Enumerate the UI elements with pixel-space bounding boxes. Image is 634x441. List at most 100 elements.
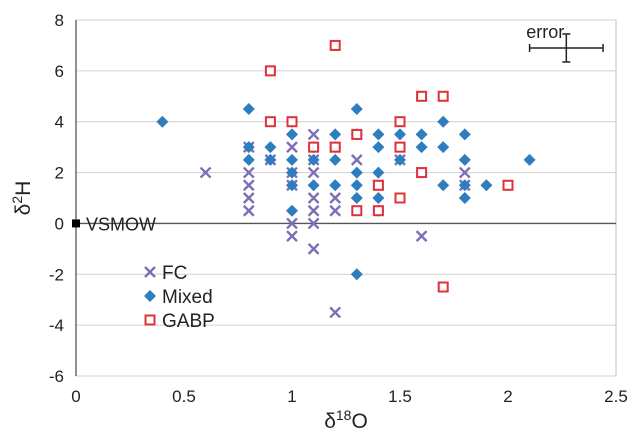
fc-point [329, 204, 342, 217]
gabp-point [264, 65, 276, 77]
y-tick-label: -6 [49, 367, 64, 386]
fc-point [307, 243, 320, 255]
mixed-point [307, 153, 320, 166]
mixed-point [156, 115, 169, 128]
x-tick-label: 2.5 [604, 387, 628, 406]
fc-point [242, 179, 255, 192]
y-tick-label: 0 [55, 214, 64, 233]
mixed-point [307, 179, 320, 192]
gabp-point [502, 179, 514, 191]
gabp-point [372, 179, 384, 191]
gabp-point [416, 167, 428, 179]
y-tick-label: -2 [49, 265, 64, 284]
gabp-point [351, 205, 363, 217]
gabp-point [394, 116, 406, 128]
mixed-point [286, 153, 298, 166]
mixed-point [415, 141, 428, 154]
mixed-point [242, 103, 255, 115]
x-axis-ticks: 0 0.5 1 1.5 2 2.5 [71, 387, 628, 406]
mixed-point [329, 179, 342, 192]
mixed-point [242, 141, 255, 154]
gabp-point [437, 90, 449, 102]
mixed-point [458, 128, 471, 141]
x-tick-label: 1.5 [388, 387, 412, 406]
mixed-point [372, 192, 385, 204]
mixed-point [394, 128, 406, 141]
y-axis-title: δ2H [9, 181, 35, 216]
mixed-point [372, 166, 385, 179]
gabp-point [351, 128, 363, 140]
y-tick-label: 2 [55, 164, 64, 183]
fc-point [199, 166, 212, 179]
y-tick-label: 4 [55, 113, 64, 132]
fc-point [242, 192, 255, 204]
x-tick-label: 2 [503, 387, 512, 406]
gabp-point [286, 116, 298, 128]
vsmow-marker [72, 219, 80, 228]
fc-point [242, 166, 255, 179]
y-tick-label: -4 [49, 316, 64, 335]
legend-mixed-label: Mixed [162, 287, 213, 308]
mixed-point [264, 141, 277, 154]
x-tick-label: 0.5 [172, 387, 196, 406]
mixed-point [458, 153, 471, 166]
mixed-point [286, 179, 298, 192]
mixed-point [264, 153, 277, 166]
vsmow-label: VSMOW [86, 214, 156, 234]
mixed-point [242, 153, 255, 166]
mixed-point [329, 128, 342, 141]
mixed-point [350, 166, 363, 179]
x-tick-label: 0 [71, 387, 80, 406]
gabp-point [329, 39, 341, 51]
y-tick-label: 6 [55, 62, 64, 81]
axis-titles: δ18O δ2H [9, 181, 368, 433]
mixed-point [286, 166, 298, 179]
mixed-point [329, 153, 342, 166]
reference-point: VSMOW [72, 214, 156, 234]
mixed-point [437, 141, 450, 154]
axes [75, 20, 616, 376]
fc-point [307, 192, 320, 204]
fc-point [242, 204, 255, 217]
legend-fc-label: FC [162, 263, 187, 284]
gabp-point [437, 281, 449, 293]
fc-point [415, 230, 428, 242]
mixed-point [350, 268, 363, 281]
mixed-point [480, 179, 493, 192]
x-tick-label: 1 [287, 387, 296, 406]
fc-point [350, 154, 363, 166]
gabp-point [372, 205, 384, 217]
mixed-point [350, 103, 363, 115]
y-tick-label: 8 [55, 11, 64, 30]
gabp-point [416, 90, 428, 102]
fc-point [307, 166, 320, 179]
fc-point [329, 306, 342, 319]
fc-point [329, 192, 342, 204]
x-axis-title: δ18O [324, 407, 368, 433]
gabp-point [308, 141, 320, 153]
fc-point [286, 217, 298, 230]
fc-point [286, 141, 298, 153]
legend-gabp-marker [144, 314, 156, 326]
mixed-point [523, 153, 536, 166]
fc-point [286, 230, 298, 242]
mixed-point [286, 128, 298, 141]
legend: FC Mixed GABP [144, 263, 215, 332]
mixed-point [437, 115, 450, 128]
mixed-point [350, 179, 363, 192]
fc-point [307, 217, 320, 230]
error-bar: error [526, 22, 604, 63]
mixed-point [458, 192, 471, 204]
error-label: error [526, 22, 564, 42]
mixed-point [394, 153, 406, 166]
mixed-point [350, 192, 363, 204]
fc-point [307, 204, 320, 217]
mixed-point [372, 141, 385, 154]
mixed-point [372, 128, 385, 141]
fc-point [307, 128, 320, 141]
gabp-point [394, 141, 406, 153]
legend-mixed-marker [144, 290, 156, 302]
plot-area [75, 19, 617, 377]
mixed-point [286, 204, 298, 217]
